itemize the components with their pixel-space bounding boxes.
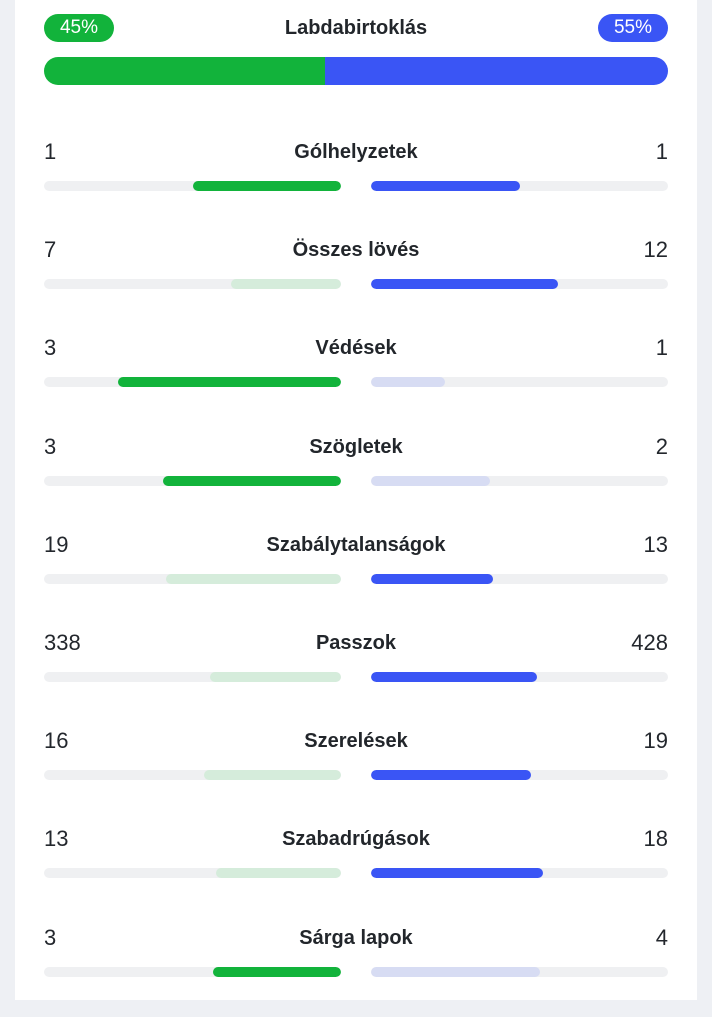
stat-home-track — [44, 671, 341, 682]
stat-row: 19 Szabálytalanságok 13 — [44, 526, 668, 624]
stat-away-bar — [371, 475, 490, 486]
stat-away-value: 4 — [655, 924, 668, 950]
stat-row: 7 Összes lövés 12 — [44, 231, 668, 329]
stat-home-value: 3 — [44, 433, 57, 459]
stat-away-value: 12 — [643, 237, 668, 263]
stat-away-track — [371, 868, 668, 879]
stat-home-value: 13 — [44, 826, 69, 852]
possession-away-fill — [324, 57, 668, 85]
stat-home-track — [44, 279, 341, 290]
stat-home-value: 16 — [44, 728, 69, 754]
stat-row: 16 Szerelések 19 — [44, 722, 668, 820]
stat-label: Összes lövés — [292, 239, 420, 262]
stat-label: Passzok — [315, 631, 397, 654]
stat-away-value: 13 — [643, 531, 668, 557]
stat-home-track — [44, 573, 341, 584]
stat-home-value: 1 — [44, 139, 57, 164]
possession-header: 45% Labdabirtoklás 55% — [44, 14, 668, 42]
stat-home-bar — [213, 966, 341, 977]
stat-home-bar — [231, 279, 341, 290]
stat-home-track — [44, 868, 341, 879]
stat-label: Gólhelyzetek — [294, 141, 418, 163]
stat-away-bar — [371, 671, 538, 682]
stat-away-bar — [371, 966, 541, 977]
stat-away-track — [371, 475, 668, 486]
stat-away-bar — [371, 181, 520, 191]
stat-label: Szabálytalanságok — [266, 533, 446, 556]
stat-away-track — [371, 966, 668, 977]
stat-home-bar — [118, 377, 341, 388]
stat-row: 13 Szabadrúgások 18 — [44, 820, 668, 918]
stat-away-value: 2 — [655, 433, 668, 459]
possession-home-fill — [44, 57, 325, 85]
stat-row: 3 Sárga lapok 4 — [44, 919, 668, 1017]
stat-away-track — [371, 770, 668, 781]
stat-home-value: 338 — [44, 629, 81, 655]
stat-away-value: 1 — [655, 139, 668, 164]
stat-row: 3 Szögletek 2 — [44, 428, 668, 526]
stat-home-value: 3 — [44, 335, 57, 361]
possession-away-badge: 55% — [598, 14, 668, 42]
stat-away-bar — [371, 377, 446, 388]
stat-home-value: 3 — [44, 924, 57, 950]
stat-home-bar — [192, 181, 341, 191]
stat-home-track — [44, 966, 341, 977]
match-stats-card: 45% Labdabirtoklás 55% 1 Gólhelyzetek 1 7 Ös… — [15, 0, 697, 1000]
stat-away-track — [371, 573, 668, 584]
stat-home-bar — [165, 573, 341, 584]
stat-away-bar — [371, 868, 544, 879]
stat-label: Szabadrúgások — [282, 828, 430, 851]
stat-home-bar — [204, 770, 341, 781]
stat-away-track — [371, 377, 668, 388]
stat-home-track — [44, 475, 341, 486]
stat-home-bar — [210, 671, 341, 682]
stat-away-track — [371, 671, 668, 682]
stat-label: Szerelések — [304, 730, 408, 753]
stat-label: Szögletek — [309, 435, 403, 458]
stat-label: Védések — [315, 337, 397, 360]
stat-away-track — [371, 279, 668, 290]
stat-away-value: 18 — [643, 826, 668, 852]
possession-home-badge: 45% — [44, 14, 114, 42]
stat-home-value: 7 — [44, 237, 57, 263]
stat-away-value: 19 — [643, 728, 668, 754]
stat-home-track — [44, 181, 341, 191]
stat-away-value: 1 — [655, 335, 668, 361]
stat-home-track — [44, 770, 341, 781]
stat-row: 338 Passzok 428 — [44, 624, 668, 722]
stat-away-bar — [371, 770, 532, 781]
possession-title: Labdabirtoklás — [284, 17, 428, 39]
stat-away-track — [371, 181, 668, 191]
stat-away-bar — [371, 573, 493, 584]
stat-row: 3 Védések 1 — [44, 329, 668, 427]
stat-rows: 1 Gólhelyzetek 1 7 Összes lövés 12 3 Védések 1 3 S… — [44, 133, 668, 1017]
possession-bar — [44, 57, 668, 85]
stat-home-bar — [162, 475, 341, 486]
stat-row: 1 Gólhelyzetek 1 — [44, 133, 668, 231]
stat-away-value: 428 — [631, 629, 668, 655]
stat-home-bar — [216, 868, 341, 879]
stat-label: Sárga lapok — [299, 926, 413, 949]
stat-home-value: 19 — [44, 531, 69, 557]
stat-home-track — [44, 377, 341, 388]
stat-away-bar — [371, 279, 559, 290]
